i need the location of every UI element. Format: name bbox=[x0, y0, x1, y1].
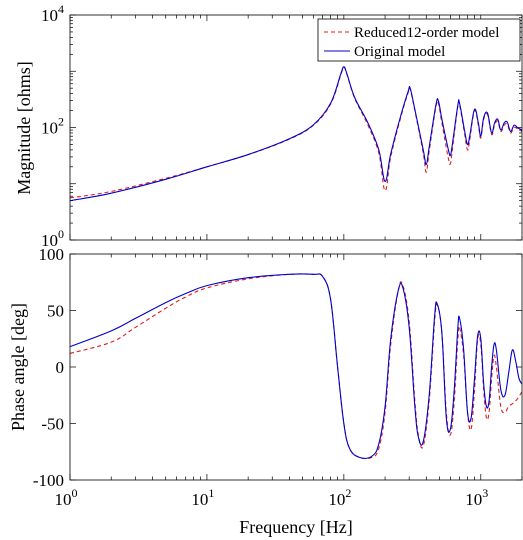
x-axis-label: Frequency [Hz] bbox=[239, 517, 352, 537]
phase-y-tick-label: 0 bbox=[56, 358, 65, 377]
magnitude-series-original bbox=[70, 66, 522, 202]
phase-plot-area bbox=[70, 254, 522, 480]
magnitude-y-tick-label: 102 bbox=[41, 115, 64, 138]
magnitude-series-reduced bbox=[70, 66, 522, 199]
phase-series bbox=[70, 273, 522, 460]
legend-box bbox=[317, 18, 521, 62]
legend-label-original: Original model bbox=[354, 44, 445, 60]
phase-series-original bbox=[70, 273, 522, 459]
x-tick-label: 103 bbox=[465, 486, 488, 509]
magnitude-series bbox=[70, 66, 522, 202]
phase-panel: -100 -50 0 50 100 100 101 102 103 Phase angle [… bbox=[8, 245, 523, 537]
x-tick-label: 100 bbox=[55, 486, 78, 509]
magnitude-axes-frame bbox=[69, 14, 523, 241]
magnitude-panel: 100 102 104 Magnitude [ohms] Reduced12-ord… bbox=[14, 2, 523, 250]
phase-x-tick-labels: 100 101 102 103 bbox=[55, 486, 489, 509]
phase-y-tick-label: -50 bbox=[41, 415, 64, 434]
phase-y-tick-label: 100 bbox=[39, 245, 65, 264]
x-tick-label: 101 bbox=[191, 486, 214, 509]
phase-y-tick-labels: -100 -50 0 50 100 bbox=[33, 245, 64, 490]
phase-axes-frame bbox=[69, 253, 523, 481]
legend-label-reduced: Reduced12-order model bbox=[354, 25, 499, 41]
legend: Reduced12-order model Original model bbox=[317, 18, 521, 62]
phase-y-tick-label: -100 bbox=[33, 471, 64, 490]
magnitude-y-tick-labels: 100 102 104 bbox=[41, 2, 64, 250]
phase-y-tick-label: 50 bbox=[47, 302, 64, 321]
magnitude-y-tick-label: 104 bbox=[41, 2, 64, 25]
phase-y-axis-label: Phase angle [deg] bbox=[8, 303, 28, 431]
magnitude-y-tick-label: 100 bbox=[41, 227, 64, 250]
magnitude-y-axis-label: Magnitude [ohms] bbox=[14, 61, 34, 194]
x-tick-label: 102 bbox=[328, 486, 351, 509]
